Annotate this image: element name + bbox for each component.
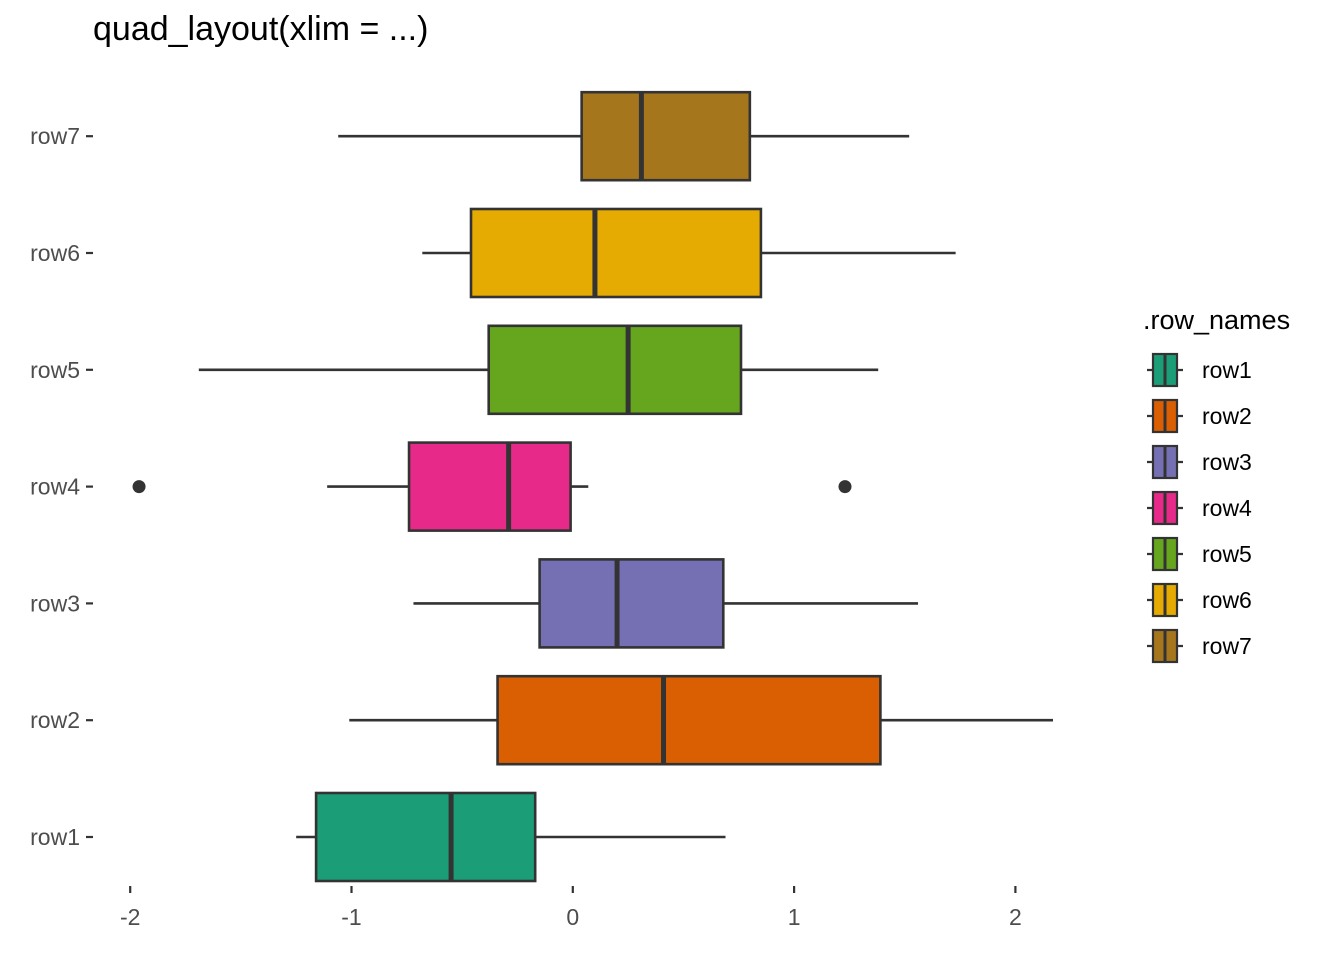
box-row5 — [198, 324, 879, 416]
y-axis: row1 row2 row3 row4 row5 row6 row7 — [30, 123, 93, 850]
outlier-point — [838, 480, 852, 494]
iqr-box — [407, 441, 572, 532]
box-row7 — [338, 90, 910, 182]
legend-entry-row5: row5 — [1147, 536, 1252, 572]
x-tick-label: -2 — [120, 904, 140, 930]
legend: .row_names row1 row2 row3 row4 row5 row6 row7 — [1143, 305, 1290, 664]
legend-entry-row6: row6 — [1147, 582, 1252, 618]
legend-label: row2 — [1202, 403, 1252, 429]
legend-label: row3 — [1202, 449, 1252, 475]
iqr-box — [580, 90, 752, 182]
y-tick-label: row3 — [30, 590, 80, 616]
y-tick-label: row6 — [30, 240, 80, 266]
box-row3 — [413, 558, 919, 649]
iqr-box — [496, 674, 882, 766]
legend-label: row5 — [1202, 541, 1252, 567]
outlier-point — [132, 480, 146, 494]
legend-label: row7 — [1202, 633, 1252, 659]
legend-label: row1 — [1202, 357, 1252, 383]
y-tick-label: row4 — [30, 474, 80, 500]
iqr-box — [487, 324, 743, 416]
legend-entry-row3: row3 — [1147, 444, 1252, 480]
legend-label: row6 — [1202, 587, 1252, 613]
legend-entry-row7: row7 — [1147, 628, 1252, 664]
x-tick-label: -1 — [341, 904, 361, 930]
box-row2 — [349, 674, 1054, 766]
iqr-box — [314, 791, 537, 883]
y-tick-label: row5 — [30, 357, 80, 383]
y-tick-label: row7 — [30, 123, 80, 149]
box-row6 — [422, 207, 956, 299]
x-tick-label: 0 — [566, 904, 579, 930]
x-tick-label: 2 — [1009, 904, 1022, 930]
iqr-box — [538, 558, 725, 649]
x-axis: -2 -1 0 1 2 — [120, 886, 1022, 930]
iqr-box — [469, 207, 763, 299]
y-tick-label: row2 — [30, 707, 80, 733]
x-tick-label: 1 — [788, 904, 801, 930]
legend-entry-row4: row4 — [1147, 490, 1252, 526]
chart-title: quad_layout(xlim = ...) — [93, 10, 428, 48]
legend-entry-row1: row1 — [1147, 352, 1252, 388]
box-row4 — [132, 441, 852, 532]
plot-area — [132, 90, 1054, 883]
legend-label: row4 — [1202, 495, 1252, 521]
legend-entry-row2: row2 — [1147, 398, 1252, 434]
box-row1 — [296, 791, 726, 883]
y-tick-label: row1 — [30, 824, 80, 850]
legend-title: .row_names — [1143, 305, 1290, 335]
